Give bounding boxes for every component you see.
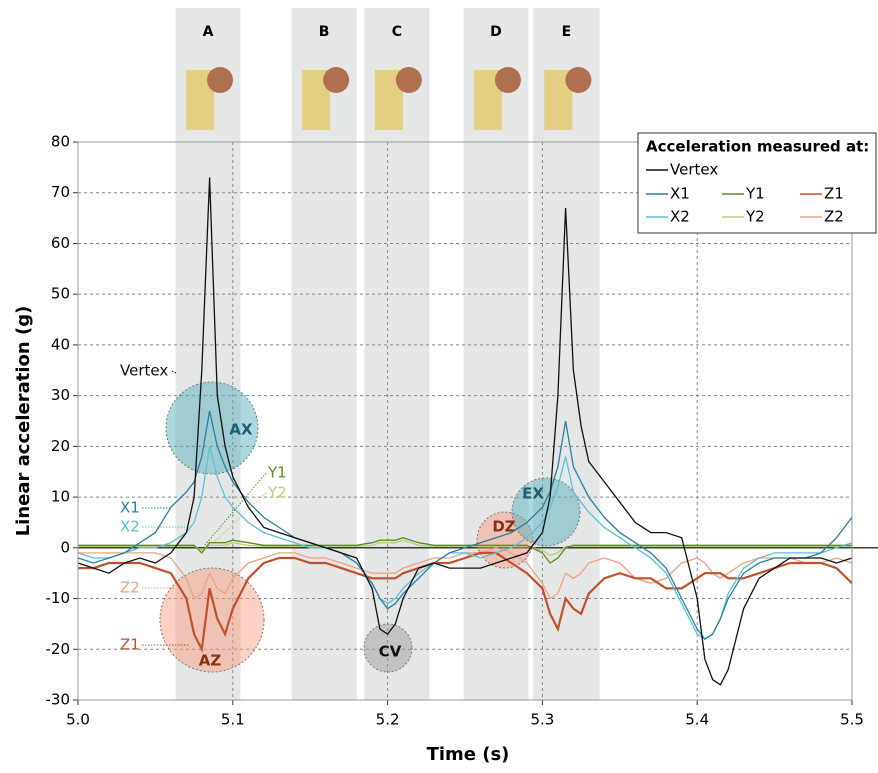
y-tick-label: 50 xyxy=(51,285,70,303)
phase-label: E xyxy=(562,24,572,40)
figure-head xyxy=(495,67,521,93)
y-tick-label: 20 xyxy=(51,437,70,455)
y-tick-label: 10 xyxy=(51,488,70,506)
phase-label: D xyxy=(490,24,502,40)
x-tick-label: 5.3 xyxy=(530,711,554,729)
label-leader xyxy=(172,371,176,373)
y-tick-label: -30 xyxy=(46,691,71,709)
legend-label: Vertex xyxy=(670,161,718,179)
y-tick-label: 30 xyxy=(51,386,70,404)
series-inline-label: Vertex xyxy=(120,362,168,380)
phase-label: B xyxy=(319,24,330,40)
figure-head xyxy=(323,67,349,93)
y-tick-label: -20 xyxy=(46,640,71,658)
y-tick-label: 0 xyxy=(60,538,70,556)
phase-label: C xyxy=(392,24,402,40)
y-axis-label: Linear acceleration (g) xyxy=(13,306,34,537)
legend-label: Z1 xyxy=(824,185,844,203)
series-inline-label: Z1 xyxy=(120,636,140,654)
legend-label: Y2 xyxy=(745,208,765,226)
x-tick-label: 5.4 xyxy=(685,711,709,729)
figure-head xyxy=(565,67,591,93)
figure-head xyxy=(207,67,233,93)
x-axis-label: Time (s) xyxy=(427,744,510,765)
series-inline-label: Z2 xyxy=(120,579,140,597)
annotation-label: AZ xyxy=(199,652,222,670)
y-tick-label: 70 xyxy=(51,183,70,201)
x-tick-label: 5.2 xyxy=(376,711,400,729)
y-tick-label: 40 xyxy=(51,335,70,353)
phase-label: A xyxy=(203,24,214,40)
series-inline-label: X2 xyxy=(120,518,140,536)
legend-title: Acceleration measured at: xyxy=(646,138,869,156)
figure-head xyxy=(396,67,422,93)
y-tick-label: 80 xyxy=(51,133,70,151)
y-tick-label: -10 xyxy=(46,589,71,607)
legend-label: Z2 xyxy=(824,208,844,226)
legend-label: X2 xyxy=(670,208,690,226)
annotation-label: AX xyxy=(229,421,253,439)
x-tick-label: 5.1 xyxy=(221,711,245,729)
legend-label: X1 xyxy=(670,185,690,203)
series-inline-label: X1 xyxy=(120,499,140,517)
annotation-label: EX xyxy=(522,485,544,503)
y-tick-label: 60 xyxy=(51,234,70,252)
x-tick-label: 5.5 xyxy=(840,711,864,729)
annotation-label: CV xyxy=(379,643,402,661)
series-inline-label: Y2 xyxy=(267,484,287,502)
legend-label: Y1 xyxy=(745,185,765,203)
series-inline-label: Y1 xyxy=(267,464,287,482)
x-tick-label: 5.0 xyxy=(66,711,90,729)
